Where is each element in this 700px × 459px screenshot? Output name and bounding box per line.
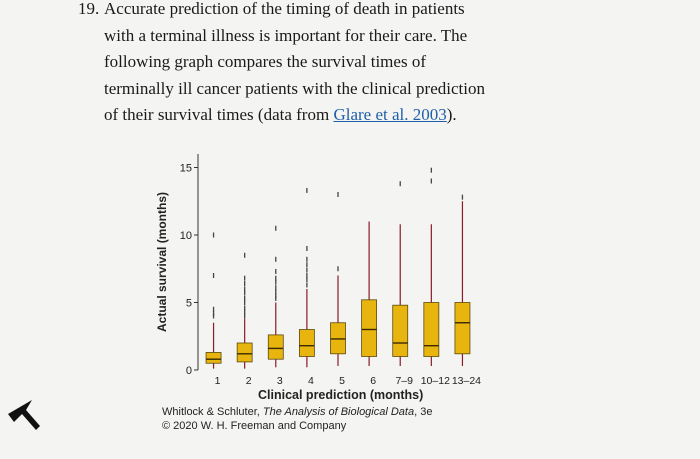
figure-credit: Whitlock & Schluter, The Analysis of Bio…	[162, 405, 482, 433]
x-tick-label: 10–12	[421, 375, 450, 387]
x-axis-label: Clinical prediction (months)	[258, 388, 424, 402]
question-line-4: terminally ill cancer patients with the …	[104, 78, 485, 98]
question-line-3: following graph compares the survival ti…	[104, 52, 426, 71]
x-tick-label: 7–9	[395, 375, 413, 387]
mouse-cursor-icon	[8, 400, 40, 430]
x-tick-label: 1	[215, 375, 221, 387]
x-tick-label: 6	[370, 375, 376, 387]
boxplot-figure: 0 5 10 15 Actual survival (months) 1 2 3 4 5 6 7–9 1…	[150, 148, 490, 448]
boxplot-chart: 0 5 10 15 Actual survival (months) 1 2 3 4 5 6 7–9 1…	[155, 154, 481, 387]
credit-copyright: © 2020 W. H. Freeman and Company	[162, 420, 347, 432]
box	[205, 352, 222, 364]
x-tick-label: 3	[277, 375, 283, 387]
box	[392, 304, 409, 357]
x-tick-label: 5	[339, 375, 345, 387]
box	[267, 334, 284, 360]
question-line-1: Accurate prediction of the timing of dea…	[104, 0, 465, 18]
box	[361, 299, 378, 357]
question-line-5-pre: of their survival times (data from	[104, 105, 334, 124]
citation-link[interactable]: Glare et al. 2003	[333, 105, 447, 124]
credit-edition: , 3e	[414, 406, 433, 418]
question-line-5-post: ).	[446, 105, 457, 124]
y-tick-label: 5	[186, 298, 192, 310]
y-axis-label: Actual survival (months)	[155, 192, 169, 332]
question-number: 19.	[78, 0, 100, 18]
y-tick-label: 15	[180, 163, 192, 175]
credit-authors: Whitlock & Schluter,	[162, 406, 263, 418]
question-block: 19. Accurate prediction of the timing of…	[78, 0, 638, 129]
question-line-2: with a terminal illness is important for…	[104, 25, 468, 45]
box	[454, 302, 471, 355]
credit-book: The Analysis of Biological Data	[262, 406, 415, 418]
box	[423, 302, 440, 357]
box	[236, 342, 253, 363]
box	[298, 329, 315, 357]
question-line-5: of their survival times (data from Glare…	[78, 102, 638, 129]
x-tick-label: 13–24	[452, 375, 481, 387]
x-tick-label: 2	[246, 375, 252, 387]
y-tick-label: 0	[186, 365, 192, 377]
x-tick-label: 4	[308, 375, 314, 387]
y-tick-label: 10	[180, 230, 192, 242]
